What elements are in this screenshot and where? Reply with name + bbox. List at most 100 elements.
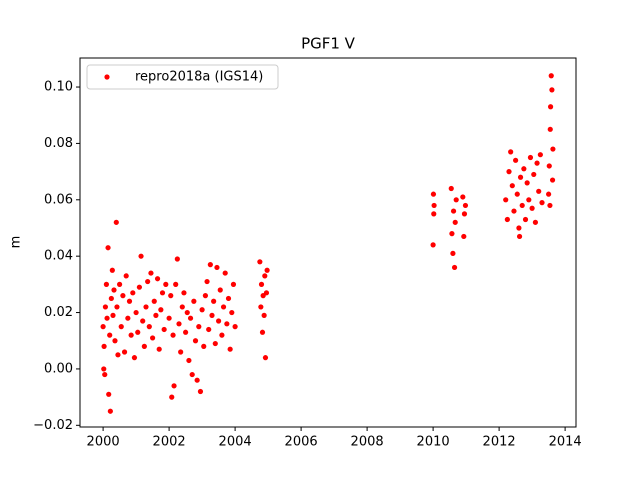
data-point [258,304,264,310]
data-point [207,262,213,268]
data-point [229,309,235,316]
y-tick-label: 0.08 [44,136,73,151]
data-point [549,177,556,183]
data-point [141,343,147,349]
data-point [186,357,192,364]
data-point [204,278,210,285]
data-point [450,208,457,214]
data-point [128,332,134,338]
data-point [430,191,437,197]
data-point [171,383,177,389]
legend-label: repro2018a (IGS14) [135,70,263,85]
data-point [519,202,525,209]
data-point [163,281,169,287]
data-point [107,332,113,338]
data-point [174,256,180,262]
data-point [517,174,524,180]
data-point [169,394,175,400]
data-point [516,233,523,240]
data-point [449,231,455,237]
data-point [201,343,207,349]
data-point [104,315,110,321]
data-point [450,250,456,256]
data-point [178,349,184,355]
data-point [125,315,131,321]
data-point [168,293,174,299]
data-point [173,281,179,287]
data-point [181,290,187,296]
y-axis-label: m [9,236,24,249]
data-point [516,225,522,231]
data-point [106,391,112,397]
data-point [150,335,156,341]
data-point [105,245,111,251]
data-point [431,211,437,217]
data-point [143,304,149,310]
data-point [224,321,230,327]
data-point [191,298,197,304]
data-point [148,270,154,276]
x-tick-label: 2000 [87,435,120,450]
data-point [159,290,166,296]
data-point [112,338,118,344]
data-point [199,307,205,313]
data-point [176,321,182,327]
data-point [527,154,534,161]
data-point [511,208,517,214]
legend-box [86,64,279,90]
data-point [227,346,233,352]
legend-marker [104,74,110,80]
data-point [153,312,159,318]
data-point [550,146,556,152]
data-point [547,104,554,110]
data-point [115,352,121,358]
data-point [111,287,117,293]
data-point [117,281,123,287]
data-point [211,298,217,304]
data-point [532,219,539,225]
data-point [524,180,530,186]
data-point [100,324,106,330]
data-point [196,324,202,330]
data-point [102,371,108,378]
data-point [187,315,194,321]
data-point [546,163,552,169]
data-point [209,312,215,318]
data-point [526,197,532,203]
data-point [448,185,454,192]
data-point [184,309,190,316]
y-tick-label: 0.04 [44,249,73,264]
data-point [123,273,129,279]
data-point [225,295,232,302]
data-point [108,295,114,302]
data-point [101,343,107,349]
y-tick-label: 0.06 [44,192,73,207]
data-point [126,298,133,304]
data-point [151,298,157,304]
data-point [549,87,555,93]
data-point [107,408,113,414]
x-tick-label: 2004 [219,435,252,450]
data-point [531,171,537,178]
data-point [146,324,152,330]
data-point [170,332,176,338]
data-point [534,160,540,166]
data-point [547,126,553,132]
data-point [103,281,110,287]
data-point [504,216,510,223]
data-point [118,324,124,330]
data-point [506,169,512,175]
data-point [102,304,109,310]
data-point [217,287,223,293]
data-point [431,202,437,209]
chart-title: PGF1 V [301,35,356,53]
data-point [189,371,195,378]
data-point [262,355,269,361]
data-point [192,338,199,344]
x-tick-label: 2010 [417,435,450,450]
x-tick-label: 2006 [285,435,318,450]
data-point [258,281,265,287]
data-point [536,188,542,194]
data-point [135,329,141,335]
